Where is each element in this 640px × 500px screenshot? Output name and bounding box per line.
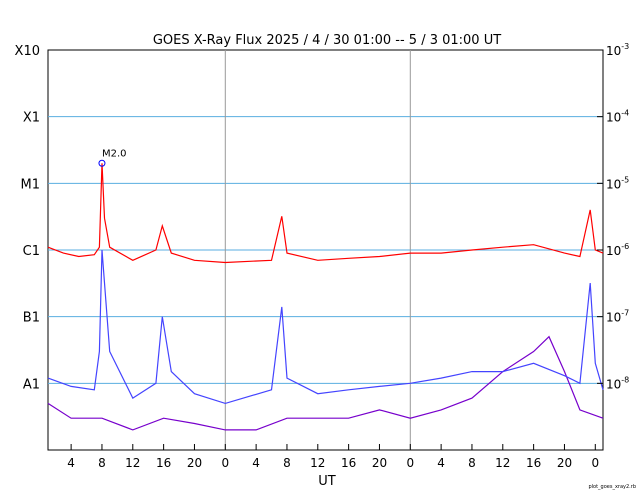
x-tick-label-14: 12	[495, 456, 510, 470]
x-tick-label-5: 0	[221, 456, 229, 470]
grid-lines	[48, 116, 603, 384]
right-axis-label-5: 10-8	[606, 375, 629, 391]
x-tick-label-2: 12	[125, 456, 140, 470]
flare-annotation: M2.0	[98, 148, 127, 167]
series-line-0	[47, 163, 604, 264]
x-tick-label-1: 8	[98, 456, 106, 470]
footer-credit: plot_goes_xray2.rb	[588, 484, 636, 490]
x-tick-label-4: 20	[187, 456, 202, 470]
right-axis-label-3: 10-6	[606, 242, 629, 258]
x-axis-label: UT	[318, 474, 336, 489]
flux-series	[47, 163, 604, 431]
right-axis-label-0: 10-3	[606, 42, 629, 58]
left-axis-labels: X10 X1 M1 C1 B1 A1	[15, 44, 40, 392]
left-axis-label-3: C1	[23, 244, 40, 259]
chart-title: GOES X-Ray Flux 2025 / 4 / 30 01:00 -- 5…	[153, 33, 501, 48]
x-tick-label-13: 8	[468, 456, 476, 470]
right-axis-labels: 10-3 10-4 10-5 10-6 10-7 10-8	[597, 42, 629, 391]
series-line-2	[47, 335, 604, 431]
x-axis-ticks: 4 8 12 16 20 0 4 8 12 16 20 0 4 8 12 16 20 0	[67, 444, 599, 470]
x-tick-label-11: 0	[406, 456, 414, 470]
x-tick-label-10: 20	[372, 456, 387, 470]
x-tick-label-16: 20	[557, 456, 572, 470]
x-tick-label-3: 16	[156, 456, 171, 470]
x-tick-label-8: 12	[310, 456, 325, 470]
x-tick-label-9: 16	[341, 456, 356, 470]
left-axis-label-4: B1	[23, 311, 40, 326]
right-axis-label-1: 10-4	[606, 109, 629, 125]
left-axis-label-0: X10	[15, 44, 40, 59]
x-tick-label-17: 0	[591, 456, 599, 470]
right-axis-label-2: 10-5	[606, 175, 629, 191]
x-tick-label-6: 4	[252, 456, 260, 470]
right-axis-label-4: 10-7	[606, 309, 629, 325]
x-tick-label-15: 16	[526, 456, 541, 470]
left-axis-label-2: M1	[21, 177, 41, 192]
annotation-marker	[98, 159, 106, 167]
left-axis-label-1: X1	[23, 111, 40, 126]
left-axis-label-5: A1	[23, 377, 40, 392]
annotation-label: M2.0	[102, 148, 127, 159]
x-tick-label-0: 4	[67, 456, 75, 470]
series-line-1	[47, 249, 604, 405]
x-tick-label-12: 4	[437, 456, 445, 470]
x-tick-label-7: 8	[283, 456, 291, 470]
